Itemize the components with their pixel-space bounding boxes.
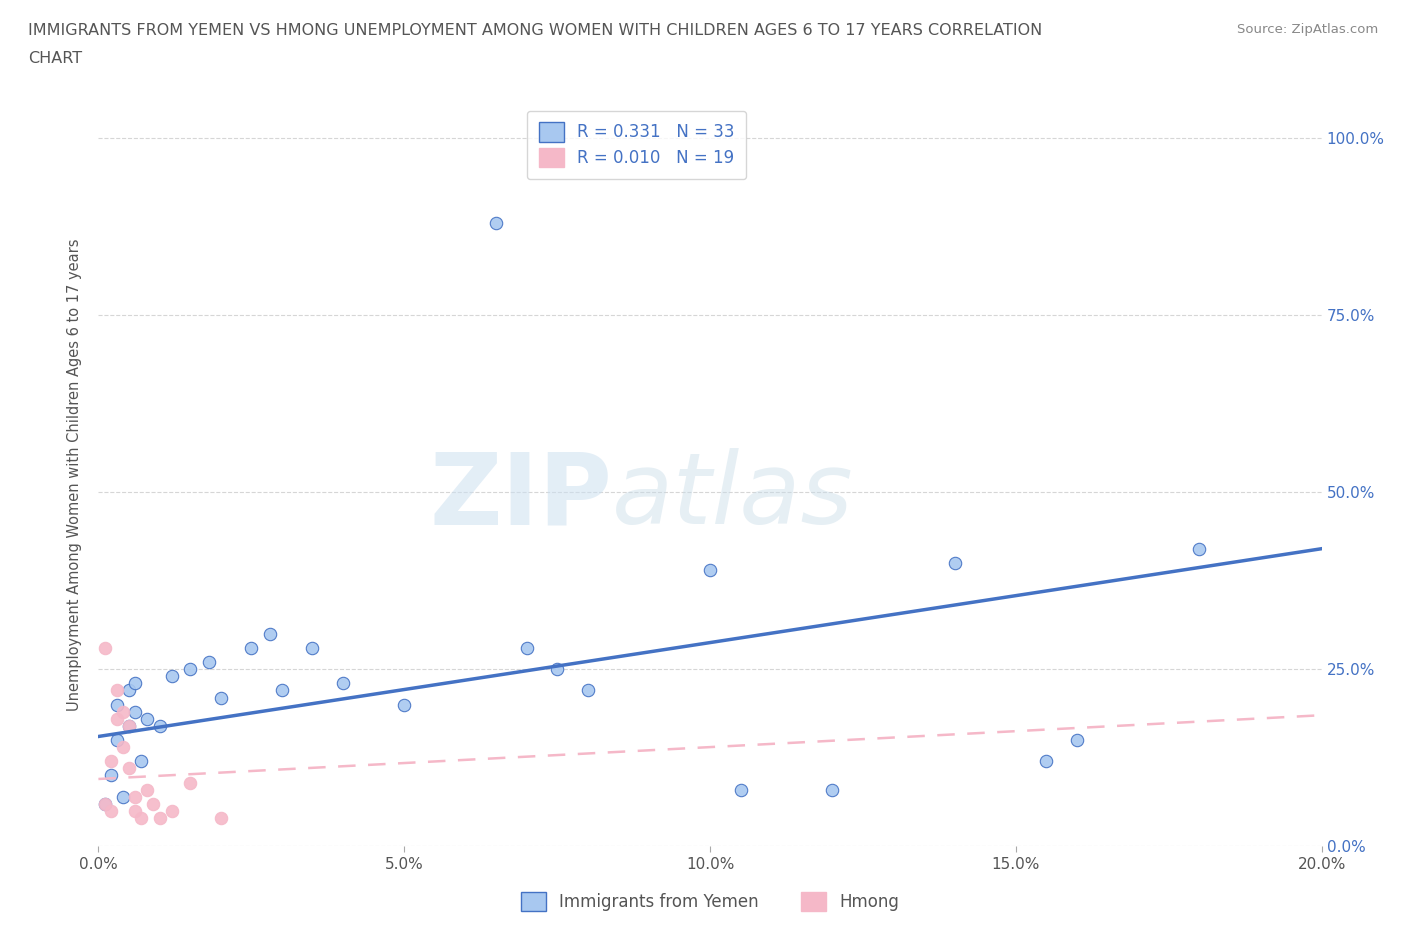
Point bbox=[301, 641, 323, 656]
Point bbox=[1035, 754, 1057, 769]
Point bbox=[105, 683, 128, 698]
Point bbox=[160, 804, 183, 818]
Point bbox=[142, 796, 165, 811]
Point bbox=[129, 811, 152, 826]
Point bbox=[821, 782, 844, 797]
Point bbox=[118, 761, 141, 776]
Point bbox=[118, 718, 141, 733]
Point bbox=[149, 811, 172, 826]
Point bbox=[118, 683, 141, 698]
Point bbox=[1188, 541, 1211, 556]
Point bbox=[129, 754, 152, 769]
Point bbox=[105, 711, 128, 726]
Point bbox=[1066, 733, 1088, 748]
Point bbox=[111, 704, 134, 719]
Text: atlas: atlas bbox=[612, 448, 853, 545]
Point bbox=[209, 811, 232, 826]
Point bbox=[124, 790, 146, 804]
Point bbox=[149, 718, 172, 733]
Point bbox=[160, 669, 183, 684]
Point bbox=[136, 711, 159, 726]
Point bbox=[209, 690, 232, 705]
Point bbox=[943, 555, 966, 570]
Point bbox=[699, 563, 721, 578]
Point bbox=[259, 626, 281, 641]
Point bbox=[93, 796, 115, 811]
Point bbox=[516, 641, 538, 656]
Point bbox=[240, 641, 263, 656]
Point bbox=[118, 718, 141, 733]
Point bbox=[136, 782, 159, 797]
Point bbox=[124, 704, 146, 719]
Text: ZIP: ZIP bbox=[429, 448, 612, 545]
Point bbox=[100, 804, 122, 818]
Point bbox=[105, 733, 128, 748]
Point bbox=[105, 698, 128, 712]
Point bbox=[124, 676, 146, 691]
Point bbox=[93, 641, 115, 656]
Point bbox=[392, 698, 416, 712]
Point bbox=[270, 683, 292, 698]
Point bbox=[197, 655, 219, 670]
Text: Source: ZipAtlas.com: Source: ZipAtlas.com bbox=[1237, 23, 1378, 36]
Point bbox=[179, 775, 201, 790]
Point bbox=[100, 768, 122, 783]
Point bbox=[730, 782, 752, 797]
Point bbox=[576, 683, 599, 698]
Point bbox=[546, 662, 568, 677]
Point bbox=[124, 804, 146, 818]
Point bbox=[93, 796, 115, 811]
Y-axis label: Unemployment Among Women with Children Ages 6 to 17 years: Unemployment Among Women with Children A… bbox=[67, 238, 83, 711]
Point bbox=[111, 739, 134, 754]
Point bbox=[332, 676, 354, 691]
Text: CHART: CHART bbox=[28, 51, 82, 66]
Point bbox=[485, 216, 508, 231]
Point bbox=[100, 754, 122, 769]
Point bbox=[111, 790, 134, 804]
Text: IMMIGRANTS FROM YEMEN VS HMONG UNEMPLOYMENT AMONG WOMEN WITH CHILDREN AGES 6 TO : IMMIGRANTS FROM YEMEN VS HMONG UNEMPLOYM… bbox=[28, 23, 1042, 38]
Point bbox=[179, 662, 201, 677]
Legend: Immigrants from Yemen, Hmong: Immigrants from Yemen, Hmong bbox=[513, 884, 907, 920]
